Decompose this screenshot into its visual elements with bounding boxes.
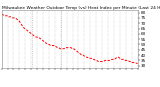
Text: Milwaukee Weather Outdoor Temp (vs) Heat Index per Minute (Last 24 Hours): Milwaukee Weather Outdoor Temp (vs) Heat…	[2, 6, 160, 10]
